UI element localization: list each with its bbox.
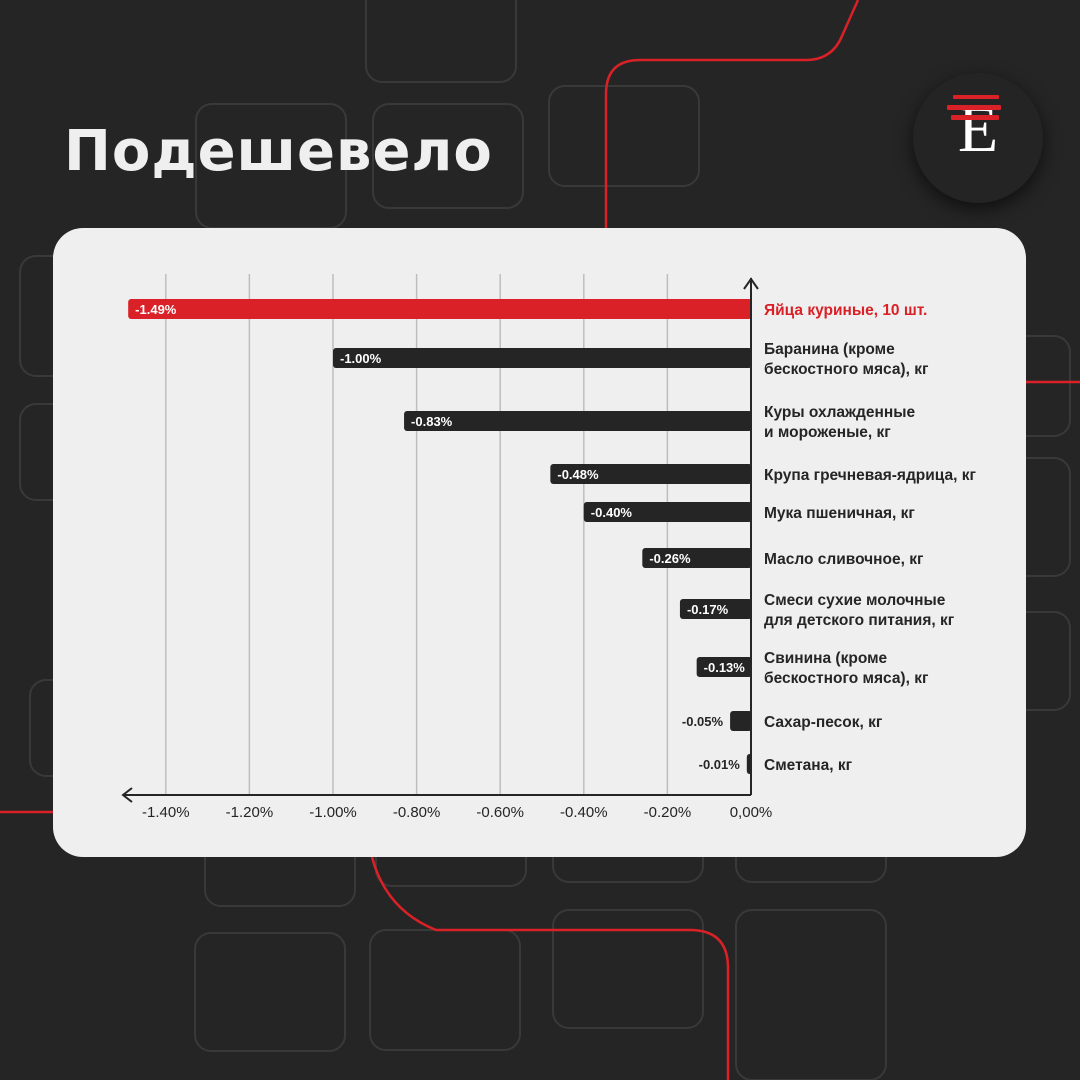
bar [696, 657, 752, 677]
category-label: Крупа гречневая-ядрица, кг [764, 467, 977, 484]
bar-value-label: -0.01% [699, 757, 741, 772]
bar [128, 299, 752, 319]
bar-value-label: -0.48% [557, 467, 599, 482]
category-label-line: Куры охлажденные [764, 404, 915, 421]
category-label-line: Смеси сухие молочные [764, 592, 946, 609]
logo-stripe-1 [953, 95, 999, 99]
y-axis-arrow [743, 277, 759, 290]
category-label-line: Свинина (кроме [764, 650, 888, 667]
category-label: Масло сливочное, кг [764, 551, 924, 568]
category-label: Мука пшеничная, кг [764, 505, 915, 522]
category-label-line: Баранина (кроме [764, 341, 895, 358]
bar [730, 711, 752, 731]
bar [333, 348, 752, 368]
category-label: Куры охлажденные и мороженые, кг [764, 404, 915, 441]
x-tick-label: -0.40% [560, 804, 608, 821]
category-label: Сметана, кг [764, 757, 853, 774]
x-tick-label: -1.20% [226, 804, 274, 821]
x-tick-label: 0,00% [730, 804, 773, 821]
bar [679, 599, 752, 619]
bar [404, 411, 752, 431]
bar-value-label: -1.49% [135, 302, 177, 317]
bar-value-label: -0.05% [682, 714, 724, 729]
chart-card: -1.40% -1.20% -1.00% -0.80% -0.60% -0.40% -0.2… [53, 228, 1026, 857]
category-label-line: Сахар-песок, кг [764, 714, 883, 731]
category-label-line: Сметана, кг [764, 757, 853, 774]
bar-value-label: -0.26% [649, 551, 691, 566]
category-label: Свинина (кроме бескостного мяса), кг [764, 650, 929, 687]
bar-value-label: -0.40% [591, 505, 633, 520]
category-label: Смеси сухие молочные для детского питания… [764, 592, 955, 629]
category-label: Баранина (кроме бескостного мяса), кг [764, 341, 929, 378]
x-tick-label: -0.20% [644, 804, 692, 821]
bar-value-label: -0.83% [411, 414, 453, 429]
category-label-line: Мука пшеничная, кг [764, 505, 915, 522]
page-title: Подешевело [64, 119, 493, 184]
bar-value-label: -0.13% [704, 660, 746, 675]
x-tick-label: -0.60% [476, 804, 524, 821]
bar-chart: -1.40% -1.20% -1.00% -0.80% -0.60% -0.40% -0.2… [121, 274, 977, 821]
category-label: Яйца куриные, 10 шт. [764, 302, 927, 319]
bar [583, 502, 752, 522]
bar-value-label: -1.00% [340, 351, 382, 366]
logo-stripe-2 [947, 105, 1001, 110]
x-tick-label: -1.40% [142, 804, 190, 821]
logo-stripe-3 [951, 115, 999, 120]
category-label-line: и мороженые, кг [764, 424, 891, 441]
category-label-line: бескостного мяса), кг [764, 670, 929, 687]
x-tick-label: -0.80% [393, 804, 441, 821]
bar [550, 464, 752, 484]
category-label-line: Крупа гречневая-ядрица, кг [764, 467, 977, 484]
x-tick-label: -1.00% [309, 804, 357, 821]
category-label-line: для детского питания, кг [764, 612, 955, 629]
bar [642, 548, 752, 568]
x-axis-arrow [121, 787, 133, 803]
brand-logo: E [913, 73, 1043, 203]
category-label: Сахар-песок, кг [764, 714, 883, 731]
category-label-line: Яйца куриные, 10 шт. [764, 302, 927, 319]
category-label-line: бескостного мяса), кг [764, 361, 929, 378]
category-label-line: Масло сливочное, кг [764, 551, 924, 568]
bar-value-label: -0.17% [687, 602, 729, 617]
